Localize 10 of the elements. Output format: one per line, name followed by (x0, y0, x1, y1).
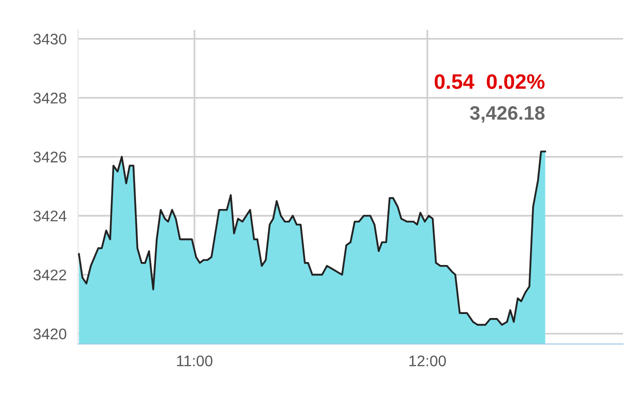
y-tick-label: 3426 (33, 152, 66, 162)
y-tick-label: 3420 (33, 328, 66, 340)
x-tick-label: 12:00 (409, 356, 446, 366)
annotation: 0.54 0.02% (434, 74, 545, 89)
y-tick-label: 3430 (33, 34, 66, 45)
y-tick-label: 3428 (33, 92, 66, 104)
y-tick-label: 3424 (33, 210, 66, 222)
x-tick-label: 11:00 (177, 356, 212, 366)
annotation: 3,426.18 (470, 106, 545, 123)
y-tick-label: 3422 (33, 270, 66, 280)
